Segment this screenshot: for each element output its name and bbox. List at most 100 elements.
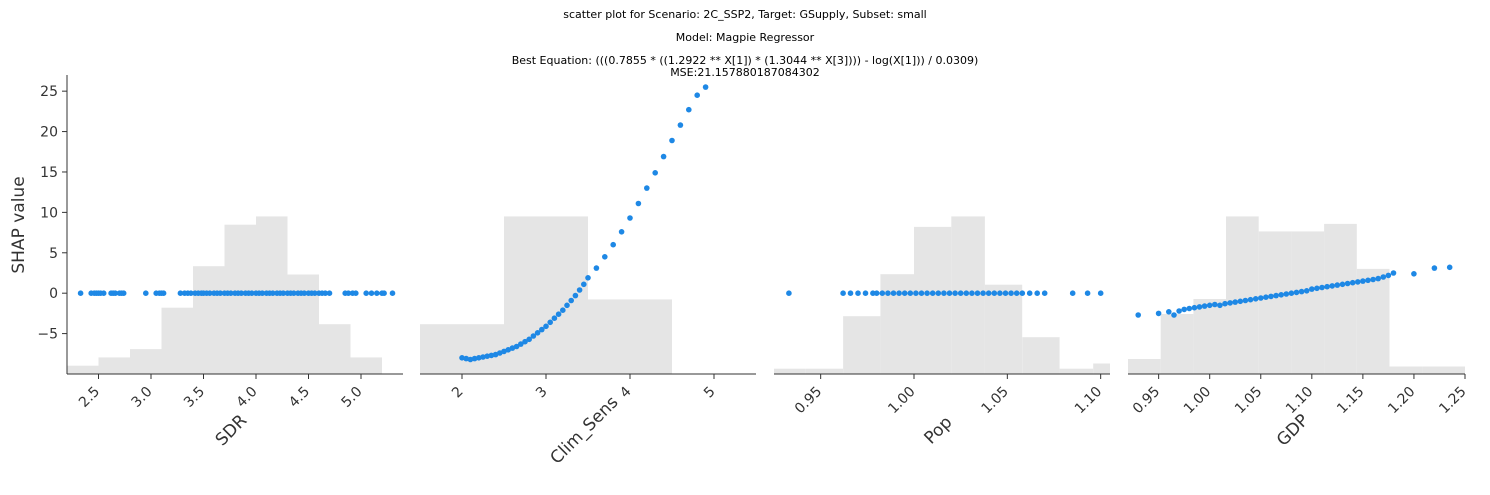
data-point: [576, 287, 583, 293]
data-point: [1314, 285, 1320, 292]
data-point: [1385, 272, 1392, 279]
data-point: [1212, 301, 1218, 308]
data-point: [929, 290, 936, 297]
data-point: [677, 122, 684, 128]
data-point: [879, 290, 886, 297]
data-point: [322, 290, 329, 297]
data-point: [1206, 302, 1213, 309]
histogram-bar: [1258, 231, 1292, 374]
data-point: [1360, 278, 1366, 284]
histogram-bar: [319, 324, 351, 374]
histogram-bar: [1422, 366, 1465, 374]
data-point: [389, 290, 396, 297]
title-line-2: Model: Magpie Regressor: [676, 31, 815, 44]
panels: 2.5 3.0 3.5 4.0 4.5 5.0 SDR 25 20 15 10 5 0 −5 2 3 4 5 Cli…: [37, 75, 1470, 468]
data-point: [702, 84, 709, 90]
data-point: [694, 92, 700, 98]
data-point: [1166, 309, 1172, 315]
y-tick-label: 20: [40, 125, 58, 141]
data-point: [847, 290, 854, 297]
data-point: [1258, 295, 1264, 301]
data-point: [1237, 298, 1244, 305]
data-point: [459, 355, 465, 361]
x-tick-label: 0.95: [1130, 384, 1163, 417]
data-point: [585, 275, 591, 281]
x-axis-label: Pop: [920, 412, 956, 448]
data-point: [238, 290, 245, 297]
histogram-bar: [67, 365, 99, 374]
data-point: [1293, 289, 1300, 296]
x-tick-label: 1.00: [885, 384, 918, 417]
data-point: [484, 353, 491, 360]
histogram-bar: [130, 349, 162, 374]
y-axis-label: SHAP value: [9, 176, 29, 273]
data-point: [291, 290, 297, 297]
panel-3: 0.95 1.00 1.05 1.10 Pop: [774, 216, 1110, 448]
x-tick-label: 4: [617, 384, 635, 402]
data-point: [918, 290, 925, 297]
data-point: [980, 290, 986, 297]
histogram-bar: [1022, 337, 1060, 374]
data-point: [368, 290, 375, 297]
data-point: [1344, 280, 1351, 287]
data-point: [644, 185, 650, 191]
data-point: [480, 354, 486, 360]
histogram-bar: [224, 224, 256, 374]
x-tick-label: 3: [533, 384, 551, 402]
x-tick-label: 2: [449, 384, 467, 402]
x-tick-label: 5: [701, 384, 719, 402]
data-point: [513, 343, 520, 350]
x-tick-label: 3.0: [129, 384, 156, 411]
data-point: [581, 281, 587, 288]
data-point: [177, 290, 184, 297]
data-point: [855, 290, 861, 297]
histogram-bar: [1291, 231, 1325, 374]
data-point: [1329, 283, 1335, 289]
data-point: [112, 290, 119, 297]
data-point: [907, 290, 914, 297]
data-point: [143, 290, 149, 297]
data-point: [259, 290, 266, 297]
data-point: [249, 290, 255, 297]
data-point: [935, 290, 942, 297]
data-point: [207, 290, 213, 297]
data-point: [862, 290, 869, 297]
data-point: [1069, 290, 1076, 297]
data-point: [488, 352, 495, 359]
panel-1: 2.5 3.0 3.5 4.0 4.5 5.0 SDR 25 20 15 10 5 0 −5: [37, 75, 403, 450]
title-line-4: MSE:21.157880187084302: [670, 66, 820, 79]
title-line-1: scatter plot for Scenario: 2C_SSP2, Targ…: [563, 8, 926, 21]
data-point: [1365, 277, 1371, 284]
data-point: [270, 290, 276, 297]
data-point: [896, 290, 902, 297]
data-point: [518, 341, 524, 347]
histogram-bar: [1193, 299, 1227, 374]
data-point: [188, 290, 194, 297]
data-point: [1242, 297, 1249, 304]
x-tick-label: 1.25: [1436, 384, 1469, 417]
histogram-bar: [193, 266, 225, 374]
data-point: [1252, 296, 1259, 302]
data-point: [312, 290, 318, 297]
data-point: [1324, 283, 1330, 290]
x-tick-label: 2.5: [76, 384, 103, 411]
data-point: [572, 292, 579, 299]
data-point: [1232, 299, 1238, 305]
data-point: [1380, 274, 1387, 280]
data-point: [1349, 279, 1356, 286]
data-point: [1303, 288, 1310, 294]
data-point: [991, 290, 998, 297]
histogram-bar: [1324, 223, 1357, 374]
data-point: [471, 355, 478, 362]
histogram-bar: [805, 368, 843, 374]
data-point: [543, 323, 549, 330]
x-tick-label: 1.20: [1385, 384, 1418, 417]
data-point: [345, 290, 352, 297]
histogram-bar: [1226, 216, 1259, 374]
data-point: [652, 170, 658, 176]
data-point: [1273, 292, 1279, 299]
data-point: [501, 348, 507, 355]
data-point: [1196, 304, 1203, 310]
data-point: [1222, 300, 1228, 307]
